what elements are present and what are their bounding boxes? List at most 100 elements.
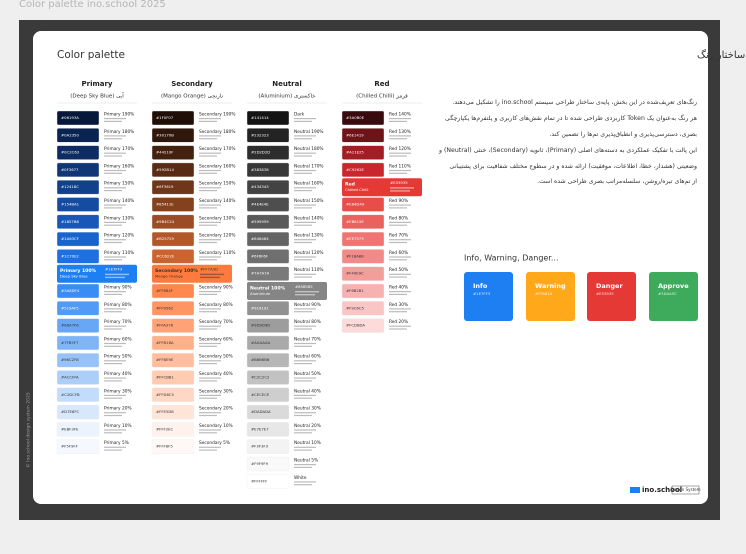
swatch-label: Neutral 70% [294, 336, 321, 342]
swatch-meta [294, 138, 312, 140]
swatch-meta [104, 432, 122, 434]
swatch-meta [199, 432, 217, 434]
swatch-meta [104, 259, 122, 261]
swatch-label: Neutral 170% [294, 163, 324, 169]
swatch-hex: #FF884F [156, 288, 173, 293]
swatch-meta [199, 118, 221, 120]
swatch-meta [199, 380, 217, 382]
swatch [56, 162, 100, 178]
swatch-meta [389, 259, 407, 261]
swatch-meta [104, 308, 126, 310]
swatch-label: Secondary 80% [199, 302, 233, 308]
swatch-hex: #DADADA [251, 409, 271, 414]
swatch-label: Neutral 110% [294, 267, 324, 273]
swatch-meta [104, 449, 122, 451]
swatch-meta [389, 311, 407, 313]
swatch-label: Neutral 150% [294, 198, 324, 204]
swatch-hex: #9B4C24 [156, 219, 175, 224]
status-card [649, 272, 698, 321]
swatch-meta [104, 377, 126, 379]
swatch-meta [294, 221, 316, 223]
swatch [341, 266, 385, 281]
swatch-hex: #6F6F6F [251, 253, 268, 258]
swatch-hex: #E84D49 [346, 202, 365, 207]
status-label: Danger [596, 282, 623, 290]
description-line: هر رنگ به‌عنوان یک Token کاربردی طراحی ش… [445, 115, 697, 122]
swatch-meta [294, 276, 312, 278]
swatch-label: Primary 120% [104, 233, 134, 239]
palette-name: Neutral [272, 80, 302, 88]
swatch-label: Primary 40% [104, 371, 132, 377]
swatch-label: Red 80% [389, 215, 408, 221]
swatch-label: Primary 100% [60, 268, 97, 274]
swatch-hex: #D7E8FC [61, 409, 80, 414]
swatch-meta [294, 239, 316, 241]
swatch-meta [295, 291, 319, 293]
swatch-meta [199, 412, 221, 414]
swatch [246, 370, 290, 385]
swatch [246, 474, 290, 489]
swatch-meta [294, 224, 312, 226]
swatch-meta [199, 429, 221, 431]
swatch-hex: #96C2F8 [61, 357, 79, 362]
swatch-meta [199, 308, 221, 310]
swatch [56, 197, 100, 212]
swatch [56, 404, 100, 420]
swatch-meta [389, 308, 411, 310]
swatch [341, 110, 385, 126]
swatch-meta [104, 155, 122, 157]
swatch-hex: #C2DCFB [61, 392, 80, 397]
swatch-label: Secondary 100% [155, 268, 198, 274]
swatch-meta [199, 239, 221, 241]
description-line: این پالت با تفکیک عملکردی به دسته‌های اص… [439, 147, 697, 154]
card-title: Color palette [57, 49, 125, 61]
logo: ino.school [642, 486, 682, 494]
swatch [56, 145, 100, 160]
swatch-meta [294, 380, 312, 382]
swatch-meta [389, 120, 407, 122]
swatch-meta [389, 224, 407, 226]
swatch-hex: #383838 [251, 167, 269, 172]
swatch-label: Secondary 110% [199, 250, 235, 256]
swatch [56, 128, 100, 143]
swatch-hex: #B25729 [156, 236, 174, 241]
swatch-hex: #C2C2C2 [251, 375, 270, 380]
swatch-hex: #FFD8C5 [156, 392, 175, 397]
swatch [246, 162, 290, 178]
swatch [151, 145, 195, 160]
swatch [246, 249, 290, 264]
swatch-meta [199, 345, 217, 347]
swatch [246, 456, 290, 472]
swatch-hex: #3A8DF4 [61, 288, 80, 293]
swatch-meta [389, 273, 411, 275]
swatch-meta [389, 207, 407, 209]
swatch-label: Primary 190% [104, 112, 134, 118]
swatch [151, 197, 195, 212]
swatch-hex: #68A7F6 [61, 323, 79, 328]
swatch-meta [104, 360, 126, 362]
swatch-meta [294, 120, 312, 122]
swatch [151, 370, 195, 385]
swatch [56, 249, 100, 264]
swatch-meta [199, 190, 217, 192]
swatch-meta [199, 259, 217, 261]
swatch [341, 231, 385, 247]
swatch-label: Primary 5% [104, 440, 129, 446]
logo-icon [630, 487, 640, 493]
swatch-meta [294, 414, 312, 417]
swatch-meta [104, 311, 122, 313]
swatch-hex: #F18A88 [346, 253, 364, 258]
swatch-meta [294, 152, 316, 154]
status-title: Info, Warning, Danger... [464, 254, 559, 263]
swatch [151, 404, 195, 420]
status-hex: #1E7FF3 [473, 291, 491, 296]
palette-name: Secondary [171, 80, 213, 88]
swatch-hex: #7A7A7A [251, 271, 270, 276]
swatch-meta [294, 363, 312, 365]
swatch-label: Secondary 150% [199, 181, 235, 187]
swatch-label: Red [345, 182, 355, 188]
swatch-meta [389, 325, 411, 327]
swatch-label: Neutral 30% [294, 406, 321, 412]
swatch-meta [199, 394, 221, 396]
swatch-meta [199, 138, 217, 140]
